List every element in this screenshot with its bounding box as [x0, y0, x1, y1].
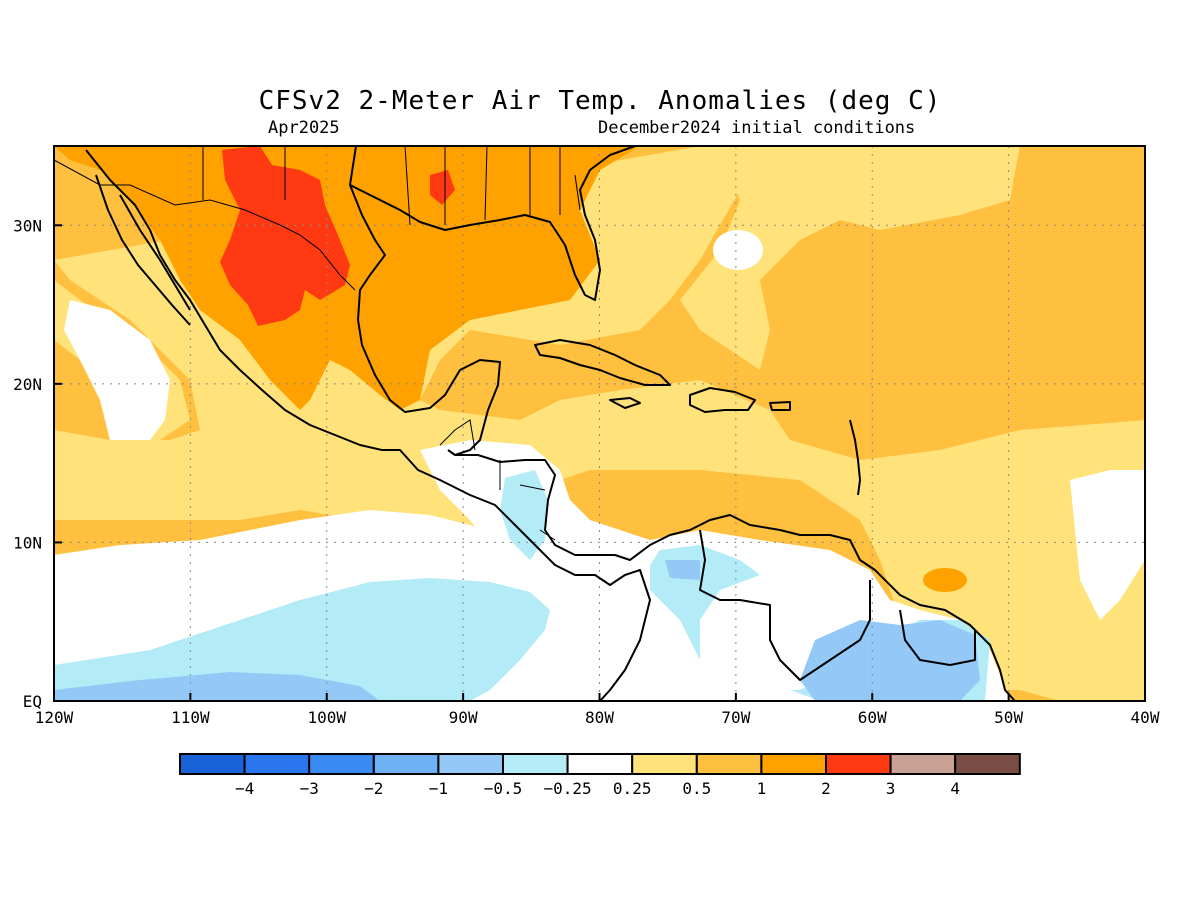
colorbar-swatch — [502, 753, 569, 775]
anomaly-region-blue-pacific — [54, 672, 380, 701]
colorbar-swatch — [566, 753, 634, 775]
lon-tick-label: 40W — [1131, 708, 1160, 727]
valid-month: Apr2025 — [268, 118, 340, 138]
colorbar-swatch — [372, 753, 440, 775]
colorbar-label: −0.5 — [484, 779, 523, 798]
lon-tick-label: 60W — [858, 708, 887, 727]
anomaly-region-white-baja — [64, 300, 170, 440]
coastline-gulf — [349, 146, 501, 456]
anomaly-region-red-small — [430, 170, 455, 205]
colorbar-label: 1 — [757, 779, 767, 798]
lat-tick-label: 10N — [13, 533, 42, 552]
colorbar-label: −4 — [235, 779, 254, 798]
colorbar-swatch — [437, 753, 504, 775]
coastline-mexico-pacific — [85, 149, 651, 701]
lat-tick-label: 20N — [13, 375, 42, 394]
anomaly-region-orange — [54, 146, 640, 410]
colorbar-label: −0.25 — [544, 779, 592, 798]
colorbar-swatch — [954, 753, 1021, 775]
anomaly-region-blue-venezuela — [665, 560, 700, 580]
colorbar-swatch — [760, 753, 828, 775]
initial-conditions: December2024 initial conditions — [598, 118, 916, 138]
colorbar-swatch — [889, 753, 957, 775]
coastline-puerto-rico — [769, 401, 791, 411]
lon-tick-label: 70W — [721, 708, 750, 727]
us-mexico-border — [54, 159, 356, 291]
anomaly-region-white-small — [713, 230, 763, 270]
colorbar-label: 4 — [950, 779, 960, 798]
grid-lines — [54, 146, 1145, 701]
colorbar-swatch — [695, 753, 763, 775]
colorbar: −4 −3 −2 −1 −0.5 −0.25 0.25 0.5 1 2 3 4 — [179, 753, 1021, 798]
anomaly-field — [54, 146, 1145, 701]
colorbar-label: −1 — [429, 779, 448, 798]
coastline-south-america-interior — [699, 529, 976, 681]
lat-tick-label: EQ — [23, 692, 42, 711]
colorbar-swatch — [631, 753, 698, 775]
political-borders — [54, 146, 581, 541]
lon-tick-label: 90W — [449, 708, 478, 727]
colorbar-swatch — [825, 753, 892, 775]
coastline-jamaica — [609, 397, 641, 409]
colorbar-swatch — [308, 753, 375, 775]
lon-tick-label: 110W — [171, 708, 210, 727]
lon-tick-label: 80W — [585, 708, 614, 727]
colorbar-label: 2 — [821, 779, 831, 798]
anomaly-region-yellow-atlantic — [680, 146, 1020, 370]
coastlines — [85, 146, 1016, 701]
coastline-cuba — [534, 339, 671, 386]
coastline-central-america-caribbean — [455, 454, 1016, 701]
chart-title: CFSv2 2-Meter Air Temp. Anomalies (deg C… — [258, 86, 942, 116]
colorbar-label: 0.5 — [682, 779, 711, 798]
colorbar-swatch — [179, 753, 246, 775]
lat-tick-label: 30N — [13, 216, 42, 235]
anomaly-region-lightblue-pacific — [54, 578, 550, 701]
anomaly-region-lightblue-central — [500, 470, 548, 560]
anomaly-region-white-atlantic — [1070, 470, 1145, 620]
colorbar-swatch — [243, 753, 311, 775]
coastline-us-gulf — [349, 146, 636, 301]
coastline-hispaniola — [689, 387, 756, 413]
anomaly-region-orange-small — [923, 568, 967, 592]
lon-tick-label: 100W — [307, 708, 346, 727]
coastline-lesser-antilles — [849, 419, 861, 496]
colorbar-label: −3 — [300, 779, 319, 798]
central-america-borders — [439, 419, 556, 541]
us-state-borders — [202, 146, 581, 226]
lon-axis: 120W 110W 100W 90W 80W 70W 60W 50W 40W — [35, 693, 1160, 727]
colorbar-label: 0.25 — [613, 779, 652, 798]
coastline-baja — [95, 174, 191, 326]
anomaly-region-red — [220, 146, 350, 326]
colorbar-label: −2 — [364, 779, 383, 798]
lat-axis: EQ 10N 20N 30N — [13, 216, 62, 711]
anomaly-region-blue-southamerica — [800, 620, 980, 701]
lon-tick-label: 120W — [35, 708, 74, 727]
lon-tick-label: 50W — [994, 708, 1023, 727]
colorbar-label: 3 — [886, 779, 896, 798]
